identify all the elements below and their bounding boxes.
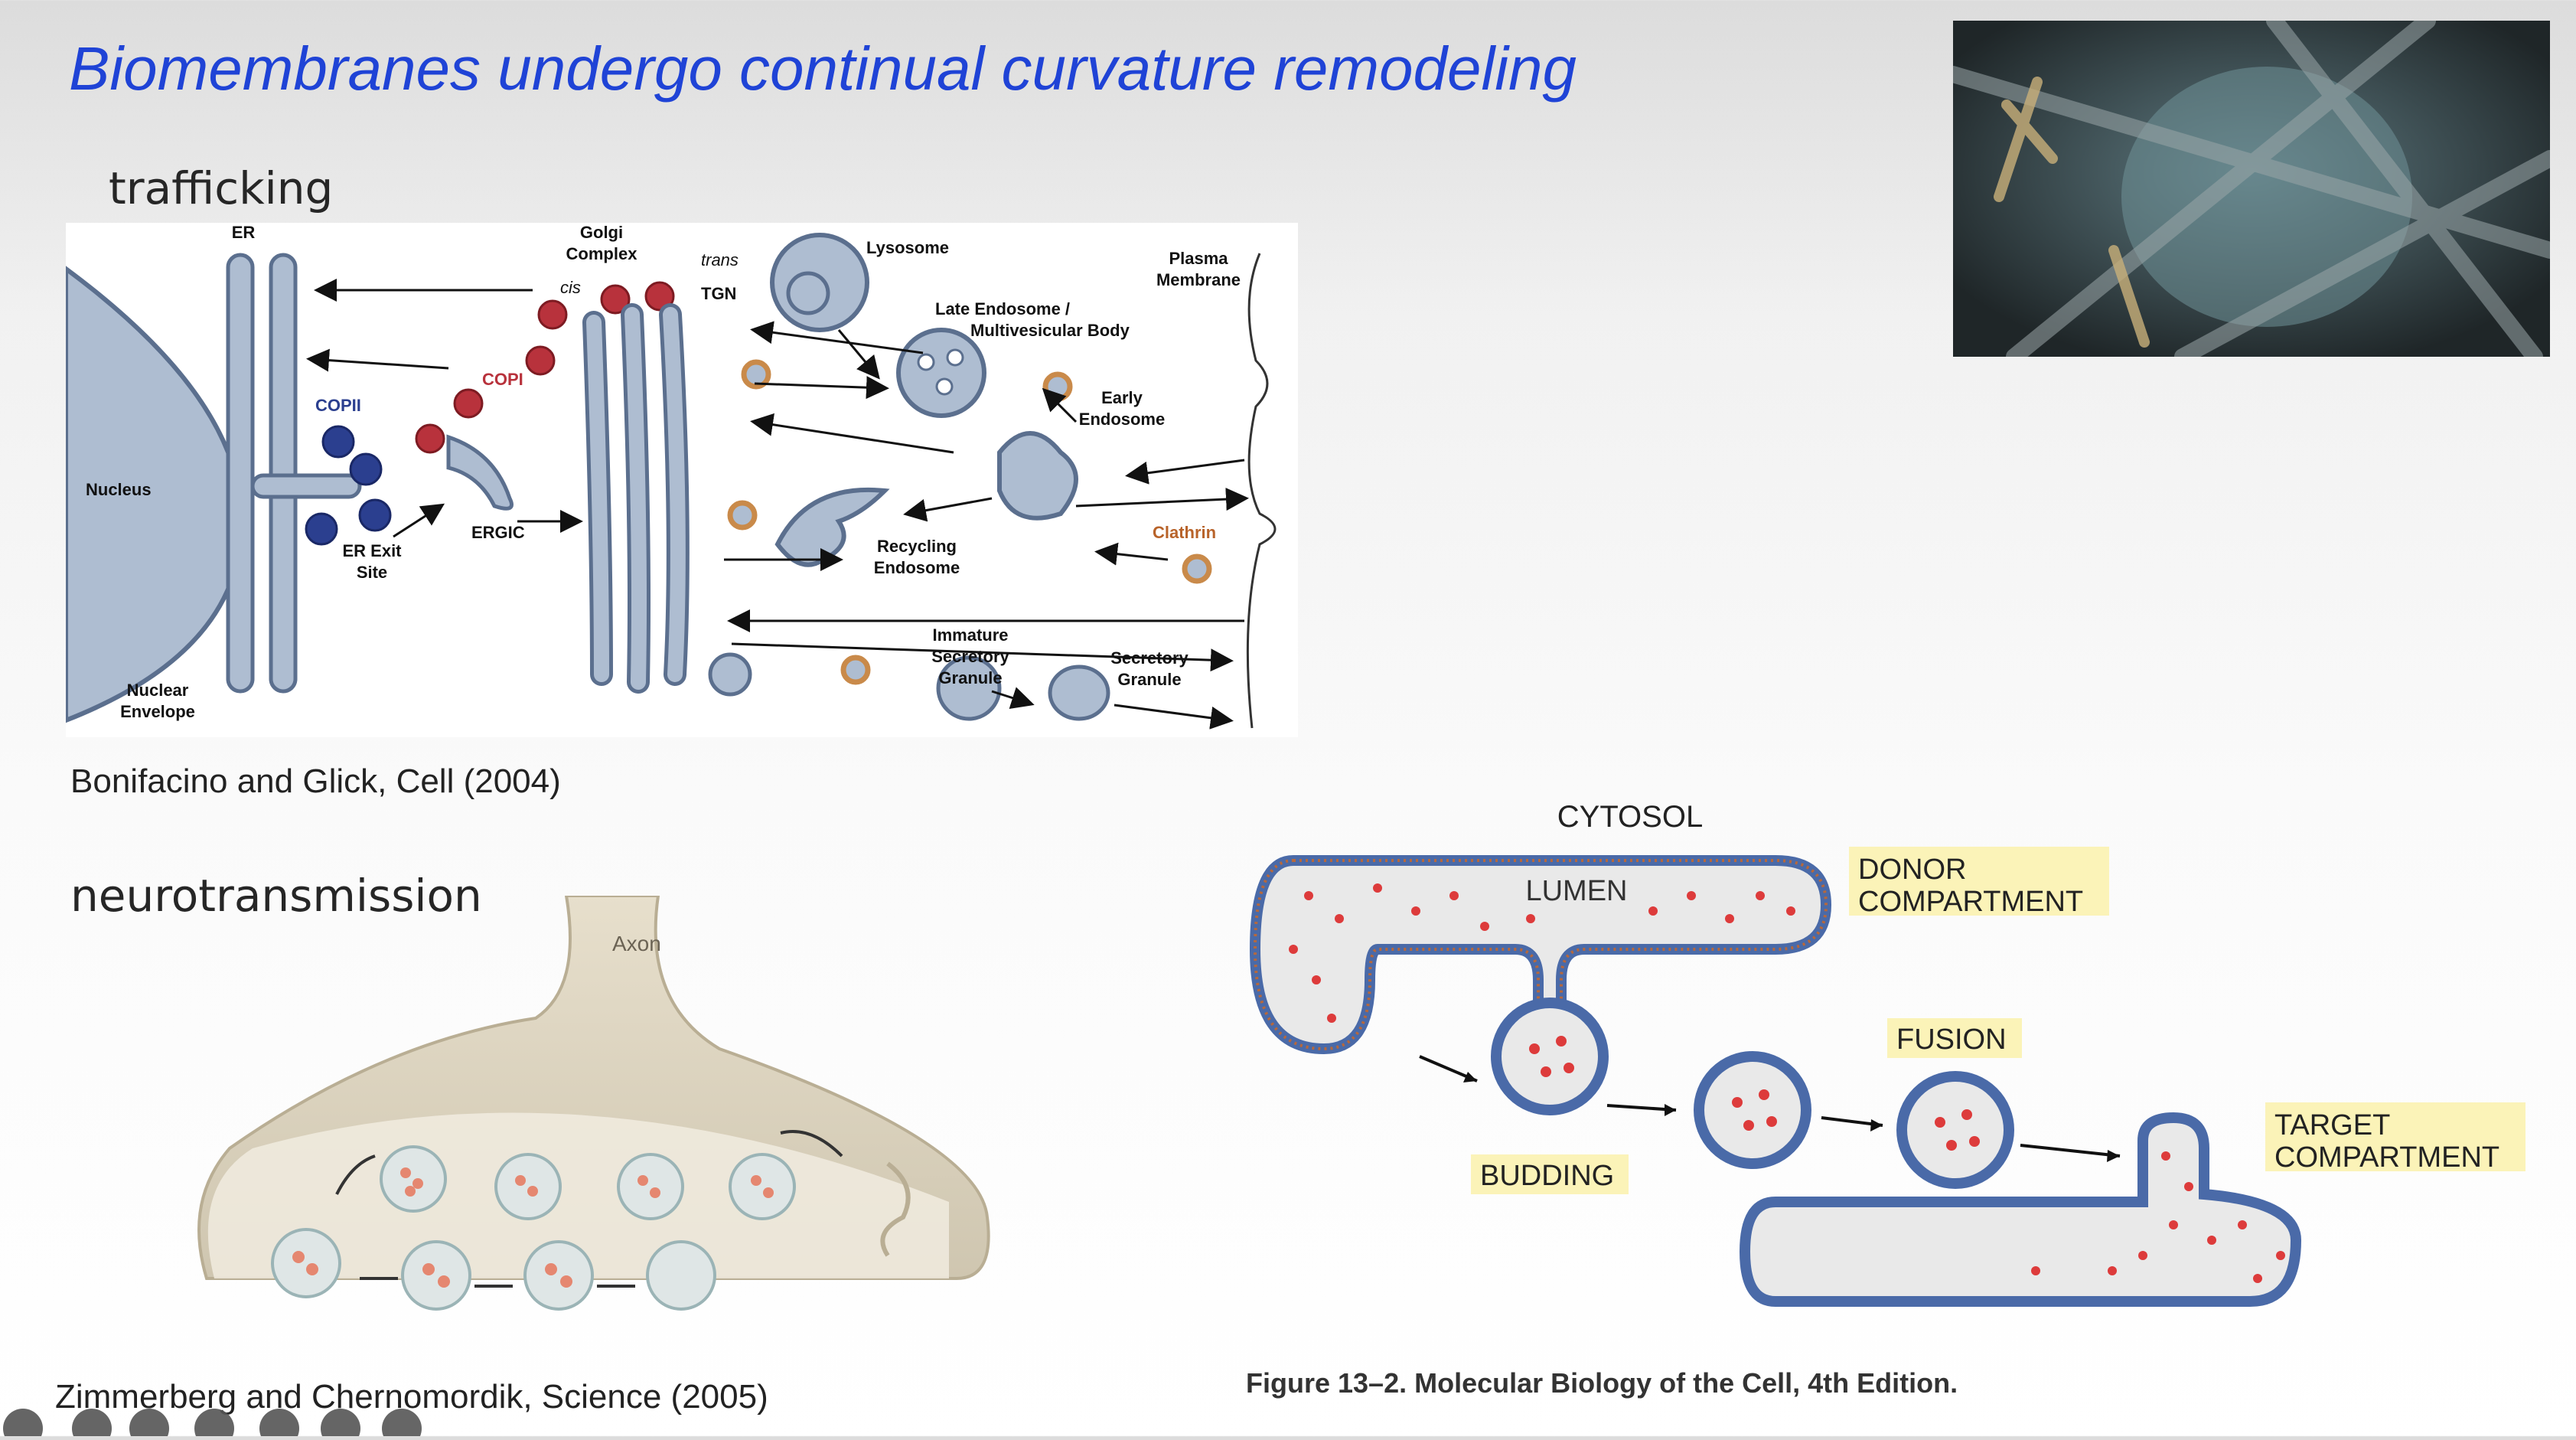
label-tgn: TGN xyxy=(701,284,736,303)
label-plasma-2: Membrane xyxy=(1156,270,1241,289)
synapse-diagram: Axon xyxy=(184,894,1003,1340)
label-cis: cis xyxy=(560,278,581,297)
heading-trafficking: trafficking xyxy=(109,162,334,214)
citation-trafficking: Bonifacino and Glick, Cell (2004) xyxy=(70,762,561,800)
label-immature-1: Immature xyxy=(932,625,1008,645)
copii-vesicles xyxy=(305,425,392,546)
label-recycling-1: Recycling xyxy=(877,537,957,556)
label-nuclear-1: Nuclear xyxy=(127,681,189,700)
camera-icon[interactable] xyxy=(259,1409,299,1440)
label-lysosome: Lysosome xyxy=(866,238,949,257)
label-fusion: FUSION xyxy=(1896,1024,2007,1056)
label-secretory-2: Granule xyxy=(1117,670,1181,689)
label-immature-3: Granule xyxy=(938,668,1002,687)
label-axon: Axon xyxy=(612,932,661,955)
back-arrow-icon[interactable] xyxy=(3,1409,43,1440)
label-budding: BUDDING xyxy=(1480,1160,1614,1192)
label-copii: COPII xyxy=(315,396,361,415)
pen-icon[interactable] xyxy=(72,1409,112,1440)
label-cytosol: CYTOSOL xyxy=(1557,800,1703,834)
search-icon[interactable] xyxy=(129,1409,169,1440)
label-late-endosome-1: Late Endosome / xyxy=(935,299,1070,318)
label-target-1: TARGET xyxy=(2274,1109,2390,1141)
vesicle-budding-fusion-diagram: CYTOSOL LUMEN xyxy=(1224,796,2556,1332)
donor-compartment xyxy=(1249,855,1832,1055)
label-golgi-1: Golgi xyxy=(580,223,623,242)
label-early-1: Early xyxy=(1101,388,1143,407)
copi-vesicles xyxy=(415,281,675,454)
label-early-2: Endosome xyxy=(1079,410,1165,429)
label-nucleus: Nucleus xyxy=(86,480,152,499)
citation-mbc: Figure 13–2. Molecular Biology of the Ce… xyxy=(1246,1367,1958,1399)
label-er-exit-1: ER Exit xyxy=(342,541,402,560)
label-golgi-2: Complex xyxy=(566,244,638,263)
label-er: ER xyxy=(232,223,256,242)
label-plasma-1: Plasma xyxy=(1169,249,1228,268)
label-clathrin: Clathrin xyxy=(1153,523,1216,542)
label-donor-1: DONOR xyxy=(1858,854,1966,886)
citation-neurotransmission: Zimmerberg and Chernomordik, Science (20… xyxy=(55,1378,768,1416)
label-er-exit-2: Site xyxy=(357,563,387,582)
label-ergic: ERGIC xyxy=(471,523,525,542)
captions-icon[interactable] xyxy=(194,1409,234,1440)
clathrin-vesicles xyxy=(727,359,1212,685)
trafficking-diagram: ER Golgi Complex trans cis TGN Lysosome … xyxy=(64,223,1298,737)
player-toolbar xyxy=(0,1406,459,1440)
synaptic-vesicles xyxy=(271,1145,796,1311)
label-nuclear-2: Envelope xyxy=(120,702,195,721)
video-thumbnail[interactable] xyxy=(1953,21,2550,357)
label-late-endosome-2: Multivesicular Body xyxy=(970,321,1130,340)
target-compartment xyxy=(1739,1112,2302,1307)
label-secretory-1: Secretory xyxy=(1110,648,1189,668)
label-trans: trans xyxy=(701,250,739,269)
slide-title: Biomembranes undergo continual curvature… xyxy=(69,34,1577,103)
forward-arrow-icon[interactable] xyxy=(382,1409,422,1440)
label-lumen: LUMEN xyxy=(1525,875,1627,907)
label-immature-2: Secretory xyxy=(931,647,1009,666)
video-frame-image xyxy=(1953,21,2550,357)
heading-neurotransmission: neurotransmission xyxy=(70,870,482,922)
label-target-2: COMPARTMENT xyxy=(2274,1141,2499,1174)
label-copi: COPI xyxy=(482,370,523,389)
more-icon[interactable] xyxy=(321,1409,360,1440)
label-donor-2: COMPARTMENT xyxy=(1858,886,2083,918)
label-recycling-2: Endosome xyxy=(874,558,960,577)
